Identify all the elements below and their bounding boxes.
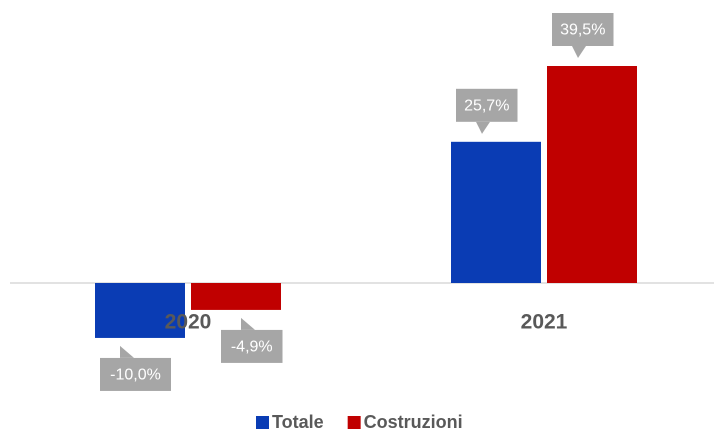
value-label: 39,5% <box>560 22 605 39</box>
bar <box>95 283 185 338</box>
legend-label: Totale <box>272 412 324 432</box>
callout-box <box>552 13 614 46</box>
bar <box>547 66 637 283</box>
legend-label: Costruzioni <box>364 412 463 432</box>
callout-pointer <box>476 121 490 134</box>
x-tick-label: 2021 <box>521 311 568 334</box>
value-label: -10,0% <box>110 367 161 384</box>
bar <box>191 283 281 310</box>
bar <box>451 141 541 283</box>
callout-box <box>100 357 171 391</box>
callout-pointer <box>120 345 134 358</box>
legend-swatch <box>256 416 269 429</box>
callout-pointer <box>241 317 255 330</box>
x-tick-label: 2020 <box>165 311 212 334</box>
value-label: -4,9% <box>231 339 273 356</box>
legend-swatch <box>347 416 361 429</box>
callout-box <box>221 329 283 363</box>
callout-pointer <box>572 46 586 58</box>
callout-box <box>456 88 518 122</box>
value-label: 25,7% <box>464 98 509 115</box>
